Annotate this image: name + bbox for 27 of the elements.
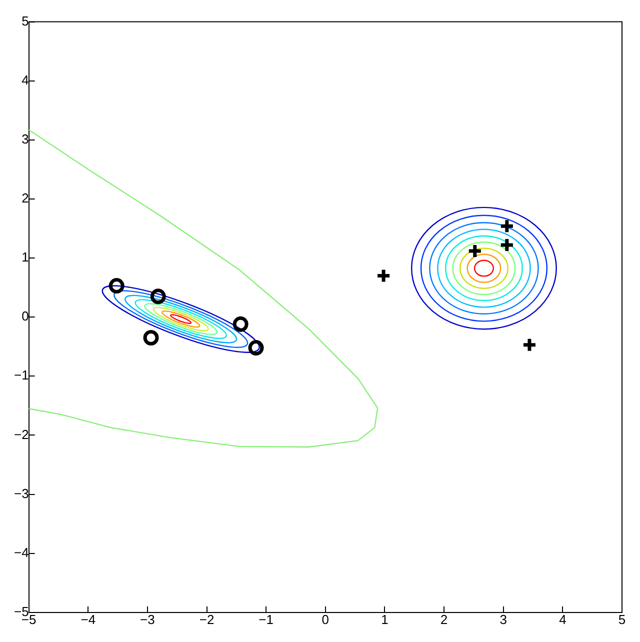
point [232,316,248,332]
x-tick-label: −3 [140,612,155,627]
y-tick-label: −4 [14,544,29,560]
x-tick-label: −1 [258,612,274,627]
y-tick-label: 5 [22,13,29,28]
x-tick-label: −2 [199,612,214,627]
y-tick-label: 4 [22,72,29,88]
point [499,218,515,234]
point [108,278,124,294]
x-tick-label: 1 [381,612,388,627]
x-tick-label: 4 [559,612,566,627]
y-tick-label: −3 [14,486,29,501]
x-tick-label: 0 [322,612,330,627]
y-tick-label: 1 [22,250,29,265]
x-tick-label: −4 [80,612,96,627]
y-tick-label: 0 [22,308,29,324]
x-tick-label: 2 [440,612,448,627]
x-tick-label: 3 [500,612,507,627]
point [143,330,159,346]
point [522,337,538,353]
y-tick-label: 3 [22,132,29,146]
x-tick-label: 5 [618,612,626,627]
y-tick-label: −1 [14,368,29,383]
y-tick-label: 2 [22,190,29,206]
point [150,288,166,304]
point [248,340,264,356]
y-tick-label: −2 [14,426,29,442]
